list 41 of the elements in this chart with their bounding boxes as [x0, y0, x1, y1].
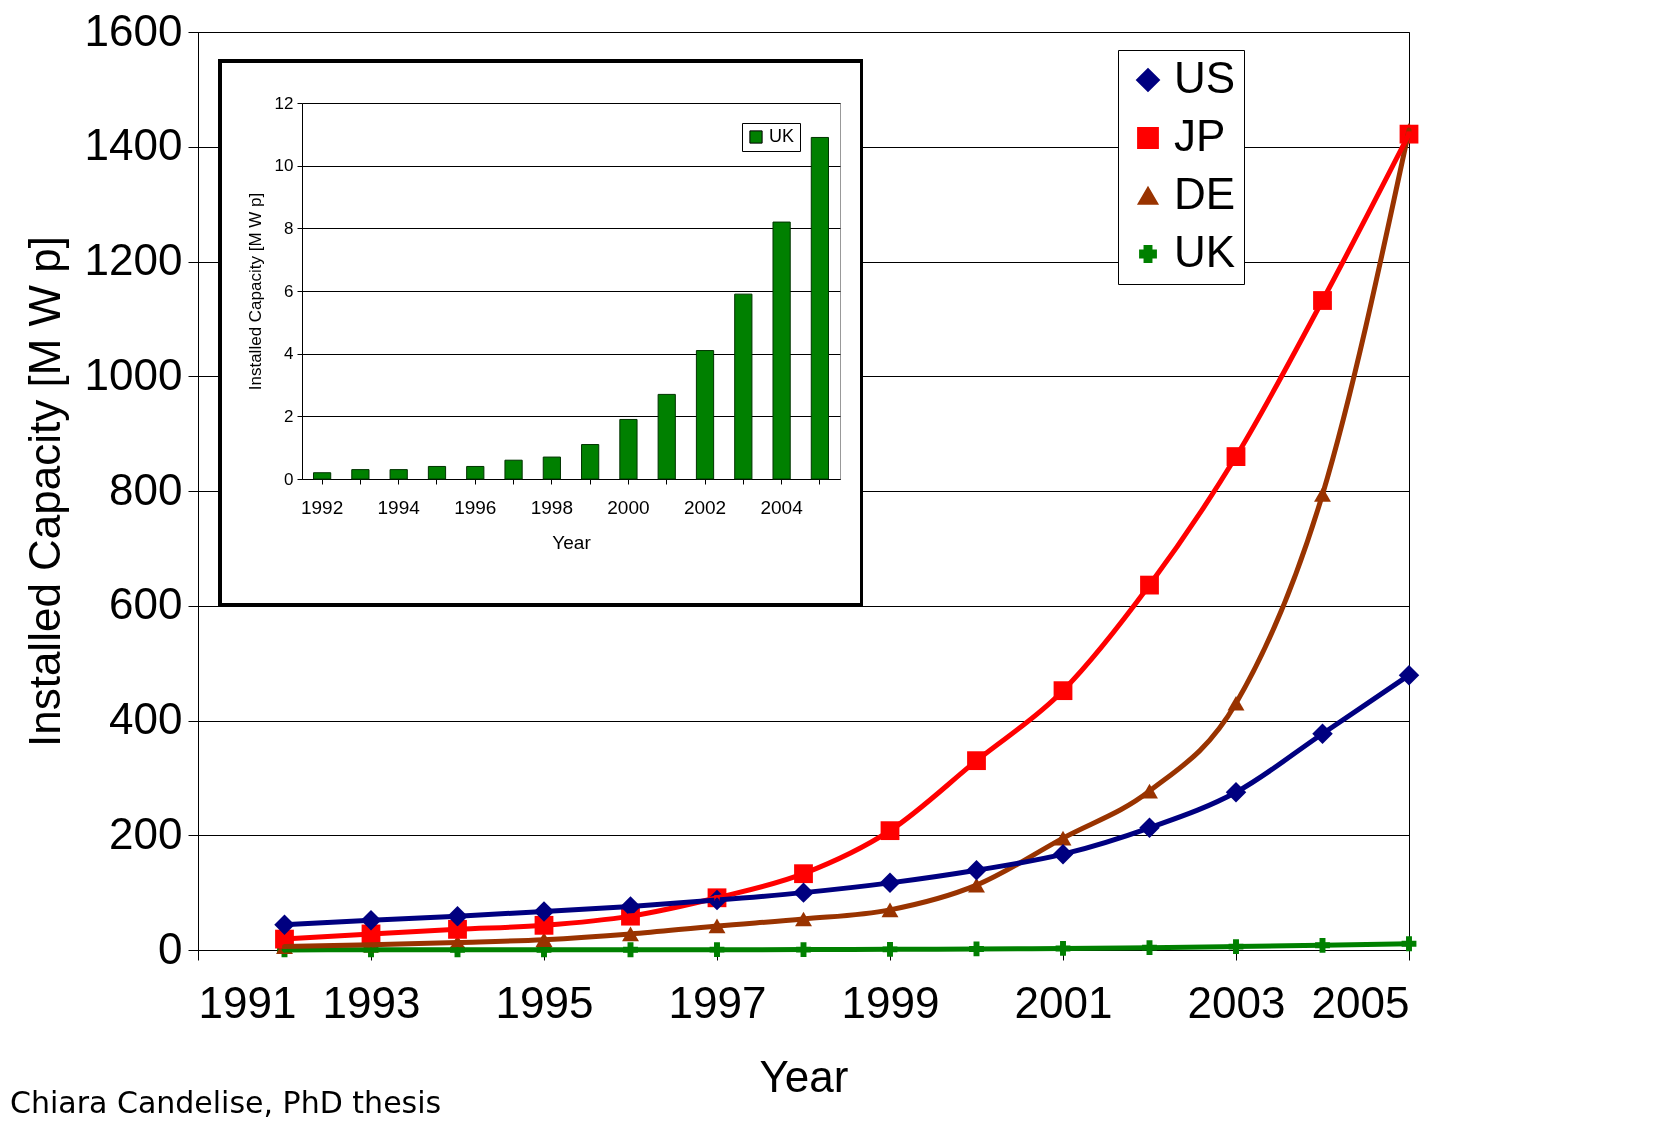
- y-tick-label: 8: [284, 218, 294, 238]
- x-tick-label: 2000: [607, 496, 650, 518]
- y-axis-title: Installed Capacity [M W p]: [245, 192, 265, 391]
- text: Chiara Candelise, PhD thesis: [10, 1085, 442, 1120]
- x-tick-label: 1992: [300, 496, 344, 518]
- y-tick-label: 1400: [84, 120, 183, 170]
- y-tick-label: 12: [274, 93, 294, 113]
- x-tick-label: 2001: [1014, 977, 1113, 1027]
- y-tick-label: 10: [274, 156, 294, 176]
- y-tick-label: 400: [109, 694, 183, 743]
- x-tick-label: 1998: [530, 496, 573, 518]
- x-tick-label: 2005: [1311, 977, 1410, 1027]
- y-tick-label: 600: [109, 579, 183, 629]
- x-axis-title: Year: [552, 531, 592, 553]
- legend-label: DE: [1174, 169, 1236, 218]
- y-tick-label: 200: [109, 808, 183, 858]
- x-tick-label: 2004: [760, 496, 804, 518]
- y-axis-title: Installed Capacity [M W p]: [19, 235, 69, 748]
- y-tick-label: 2: [284, 406, 294, 426]
- x-tick-label: 1994: [377, 496, 421, 518]
- x-tick-label: 1991: [198, 977, 297, 1027]
- legend-label: UK: [769, 126, 795, 146]
- x-tick-label: 1995: [495, 977, 594, 1027]
- x-tick-label: 1996: [454, 496, 497, 518]
- x-tick-label: 1997: [668, 977, 767, 1027]
- y-tick-label: 1200: [84, 235, 183, 284]
- x-tick-label: 1999: [841, 977, 940, 1027]
- legend-label: UK: [1174, 227, 1236, 276]
- y-tick-label: 4: [284, 344, 294, 364]
- y-tick-label: 1000: [84, 349, 183, 399]
- y-tick-label: 0: [158, 923, 183, 973]
- x-tick-label: 2003: [1187, 977, 1286, 1027]
- x-tick-label: 1993: [322, 977, 421, 1027]
- y-tick-label: 1600: [84, 5, 183, 55]
- y-tick-label: 6: [284, 281, 294, 301]
- legend-label: JP: [1174, 111, 1226, 160]
- x-axis-title: Year: [759, 1051, 849, 1101]
- x-tick-label: 2002: [683, 496, 727, 518]
- y-tick-label: 800: [109, 464, 183, 514]
- legend-label: US: [1174, 53, 1236, 102]
- y-tick-label: 0: [284, 469, 294, 489]
